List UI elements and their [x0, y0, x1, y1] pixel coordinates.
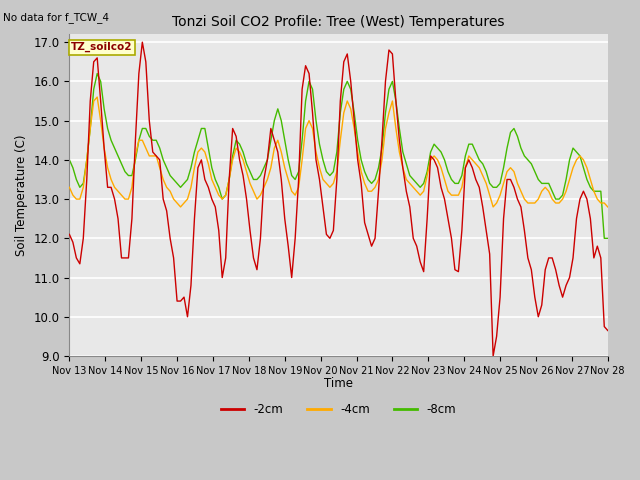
Legend: -2cm, -4cm, -8cm: -2cm, -4cm, -8cm: [216, 398, 461, 421]
Text: No data for f_TCW_4: No data for f_TCW_4: [3, 12, 109, 23]
Y-axis label: Soil Temperature (C): Soil Temperature (C): [15, 134, 28, 256]
X-axis label: Time: Time: [324, 377, 353, 390]
Text: TZ_soilco2: TZ_soilco2: [71, 42, 132, 52]
Title: Tonzi Soil CO2 Profile: Tree (West) Temperatures: Tonzi Soil CO2 Profile: Tree (West) Temp…: [172, 15, 505, 29]
